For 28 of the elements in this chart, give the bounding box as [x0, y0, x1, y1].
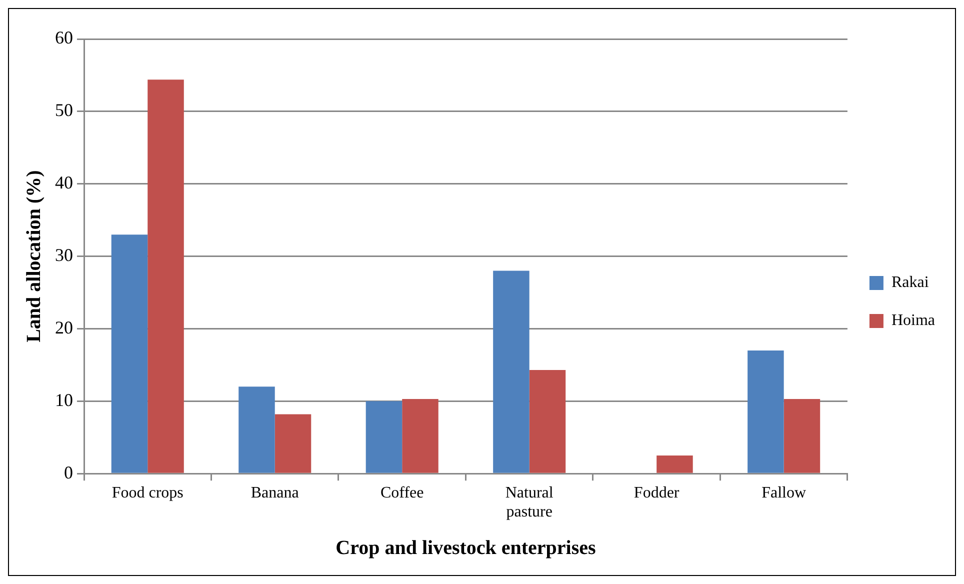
y-axis-title: Land allocation (%) — [23, 170, 46, 342]
bar — [529, 370, 566, 473]
bar — [784, 398, 820, 473]
bar — [274, 414, 312, 473]
x-tick-label: Food crops — [112, 484, 184, 502]
bar — [238, 386, 275, 473]
x-axis-title: Crop and livestock enterprises — [336, 537, 596, 560]
bar — [493, 270, 530, 473]
bar — [656, 455, 693, 473]
x-tick-label: Coffee — [380, 484, 424, 502]
x-tick-label: Fodder — [634, 484, 680, 502]
y-tick-label: 20 — [55, 317, 73, 338]
y-tick-label: 60 — [55, 28, 73, 48]
legend-label: Hoima — [891, 312, 935, 330]
bar — [366, 401, 402, 473]
x-tick-label: Fallow — [762, 484, 806, 502]
bar — [748, 350, 784, 473]
bar — [402, 398, 438, 473]
legend-label: Rakai — [891, 274, 930, 292]
y-tick-label: 10 — [55, 390, 73, 410]
bar — [111, 234, 148, 473]
y-tick-label: 30 — [55, 245, 73, 266]
y-tick-label: 50 — [55, 100, 73, 120]
bar — [148, 80, 184, 473]
y-tick-label: 0 — [64, 462, 73, 482]
y-tick-label: 40 — [55, 172, 73, 193]
x-tick-label: Banana — [250, 484, 299, 502]
x-tick-label: Natural pasture — [505, 484, 554, 521]
